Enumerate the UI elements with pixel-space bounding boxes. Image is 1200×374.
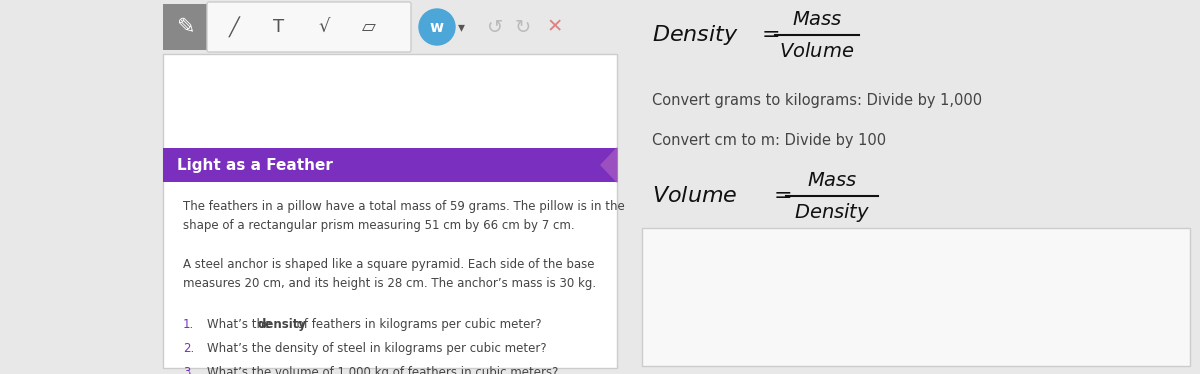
Text: $\mathit{Mass}$: $\mathit{Mass}$ <box>792 9 842 28</box>
Text: The feathers in a pillow have a total mass of 59 grams. The pillow is in the
sha: The feathers in a pillow have a total ma… <box>182 200 625 232</box>
Text: 3.: 3. <box>182 366 194 374</box>
Text: =: = <box>774 186 793 206</box>
Text: A steel anchor is shaped like a square pyramid. Each side of the base
measures 2: A steel anchor is shaped like a square p… <box>182 258 596 290</box>
Text: =: = <box>762 25 781 45</box>
Text: ↻: ↻ <box>515 18 532 37</box>
FancyBboxPatch shape <box>208 2 410 52</box>
Circle shape <box>419 9 455 45</box>
Text: What’s the density of steel in kilograms per cubic meter?: What’s the density of steel in kilograms… <box>208 342 547 355</box>
Text: T: T <box>274 18 284 36</box>
FancyBboxPatch shape <box>163 148 617 182</box>
Text: w: w <box>430 19 444 34</box>
Text: ▾: ▾ <box>457 20 464 34</box>
Text: $\mathit{Mass}$: $\mathit{Mass}$ <box>806 171 857 190</box>
Text: ✎: ✎ <box>176 17 196 37</box>
FancyBboxPatch shape <box>163 4 209 50</box>
Text: 1.: 1. <box>182 318 194 331</box>
Text: What’s the volume of 1,000 kg of feathers in cubic meters?: What’s the volume of 1,000 kg of feather… <box>208 366 558 374</box>
Text: 2.: 2. <box>182 342 194 355</box>
Text: $\mathit{Density}$: $\mathit{Density}$ <box>652 23 739 47</box>
Text: density: density <box>257 318 306 331</box>
Text: $\mathit{Volume}$: $\mathit{Volume}$ <box>652 186 738 206</box>
Text: ╱: ╱ <box>228 16 240 37</box>
Text: What’s the: What’s the <box>208 318 275 331</box>
Text: Convert cm to m: Divide by 100: Convert cm to m: Divide by 100 <box>652 132 886 147</box>
Text: ▱: ▱ <box>362 18 376 36</box>
Polygon shape <box>601 148 617 182</box>
Text: ✕: ✕ <box>547 18 563 37</box>
Text: √: √ <box>318 18 330 36</box>
Text: $\mathit{Density}$: $\mathit{Density}$ <box>794 200 870 224</box>
Text: $\mathit{Volume}$: $\mathit{Volume}$ <box>780 42 854 61</box>
Text: ↺: ↺ <box>487 18 503 37</box>
FancyBboxPatch shape <box>642 228 1190 366</box>
FancyBboxPatch shape <box>163 54 617 368</box>
Text: Light as a Feather: Light as a Feather <box>178 157 332 172</box>
Text: Convert grams to kilograms: Divide by 1,000: Convert grams to kilograms: Divide by 1,… <box>652 92 982 107</box>
Text: of feathers in kilograms per cubic meter?: of feathers in kilograms per cubic meter… <box>293 318 541 331</box>
